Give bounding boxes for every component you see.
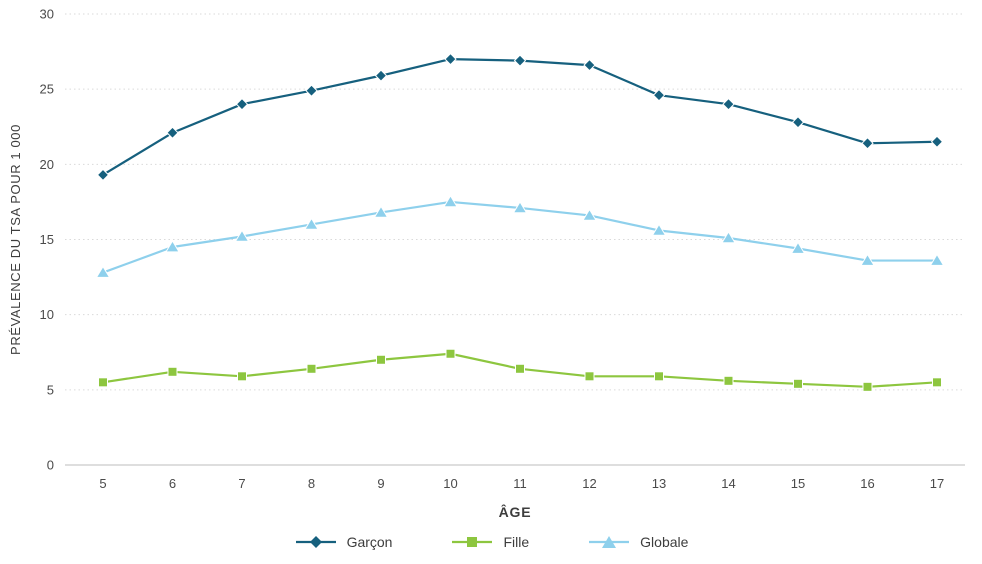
svg-text:17: 17 [930,476,944,491]
y-axis-title: PRÉVALENCE DU TSA POUR 1 000 [8,124,23,355]
svg-text:5: 5 [99,476,106,491]
svg-text:30: 30 [40,7,54,22]
svg-text:11: 11 [513,476,527,491]
svg-text:10: 10 [40,307,54,322]
legend-label-fille: Fille [503,534,530,550]
square-icon [450,534,494,550]
svg-text:0: 0 [47,458,54,473]
svg-text:7: 7 [238,476,245,491]
svg-text:15: 15 [40,232,54,247]
svg-text:13: 13 [652,476,666,491]
legend-item-garcon: Garçon [294,534,393,550]
legend: Garçon Fille Globale [0,534,982,550]
svg-text:6: 6 [169,476,176,491]
svg-text:25: 25 [40,82,54,97]
svg-text:14: 14 [721,476,735,491]
triangle-icon [587,534,631,550]
legend-item-fille: Fille [450,534,529,550]
svg-text:15: 15 [791,476,805,491]
legend-label-garcon: Garçon [346,534,393,550]
legend-item-globale: Globale [587,534,688,550]
svg-text:8: 8 [308,476,315,491]
diamond-icon [294,534,338,550]
svg-text:16: 16 [860,476,874,491]
svg-text:5: 5 [47,382,54,397]
svg-text:20: 20 [40,157,54,172]
svg-text:9: 9 [377,476,384,491]
svg-text:10: 10 [443,476,457,491]
svg-text:12: 12 [582,476,596,491]
legend-label-globale: Globale [640,534,689,550]
x-axis-title: ÂGE [498,504,532,520]
